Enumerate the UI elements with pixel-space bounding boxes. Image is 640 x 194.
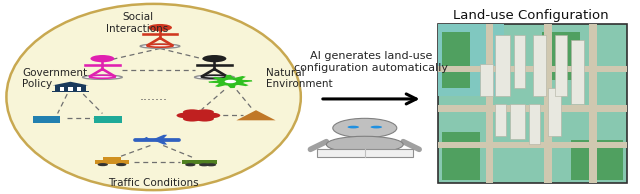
- Ellipse shape: [140, 44, 180, 48]
- Bar: [495, 104, 506, 136]
- Bar: [556, 35, 567, 96]
- Bar: [438, 24, 627, 183]
- Bar: [571, 40, 584, 104]
- Circle shape: [202, 55, 227, 62]
- Bar: [317, 149, 413, 157]
- Bar: [438, 24, 504, 96]
- Circle shape: [185, 163, 196, 166]
- Polygon shape: [152, 135, 167, 140]
- Circle shape: [196, 109, 214, 115]
- Ellipse shape: [333, 118, 397, 138]
- Circle shape: [206, 163, 216, 166]
- Bar: [442, 32, 470, 88]
- Ellipse shape: [202, 75, 227, 78]
- Bar: [529, 104, 540, 144]
- Circle shape: [183, 109, 201, 115]
- Bar: [480, 64, 493, 96]
- Bar: [486, 24, 493, 183]
- Bar: [442, 133, 480, 180]
- Ellipse shape: [83, 75, 122, 79]
- Text: .......: .......: [140, 89, 168, 103]
- Bar: [438, 142, 627, 148]
- Bar: [571, 140, 623, 180]
- Text: Natural
Environment: Natural Environment: [266, 68, 332, 89]
- Circle shape: [90, 55, 115, 62]
- Bar: [33, 116, 60, 123]
- Bar: [95, 160, 129, 164]
- Text: Land-use Configuration: Land-use Configuration: [453, 9, 609, 22]
- Bar: [510, 104, 525, 139]
- Circle shape: [199, 163, 209, 166]
- Bar: [542, 32, 580, 80]
- Ellipse shape: [195, 75, 234, 79]
- Polygon shape: [236, 110, 276, 120]
- Bar: [495, 35, 510, 96]
- Polygon shape: [152, 140, 167, 145]
- Bar: [548, 88, 561, 136]
- Bar: [52, 91, 89, 92]
- Text: Social
Interactions: Social Interactions: [106, 12, 169, 34]
- Text: AI generates land-use
configuration automatically: AI generates land-use configuration auto…: [294, 51, 448, 73]
- Polygon shape: [52, 82, 88, 85]
- Bar: [438, 105, 627, 112]
- Polygon shape: [209, 75, 252, 88]
- Circle shape: [97, 163, 108, 166]
- Circle shape: [202, 113, 220, 118]
- Polygon shape: [142, 137, 151, 140]
- Circle shape: [183, 116, 201, 122]
- Ellipse shape: [348, 126, 359, 128]
- Ellipse shape: [371, 126, 382, 128]
- Circle shape: [190, 113, 207, 118]
- Polygon shape: [33, 116, 60, 123]
- Bar: [544, 24, 552, 183]
- Ellipse shape: [326, 136, 403, 153]
- Bar: [438, 66, 627, 72]
- Bar: [60, 87, 64, 91]
- Circle shape: [196, 116, 214, 122]
- Ellipse shape: [6, 4, 301, 190]
- Bar: [103, 157, 121, 160]
- Circle shape: [116, 163, 127, 166]
- Bar: [514, 35, 525, 88]
- Bar: [94, 116, 122, 123]
- Bar: [68, 87, 72, 91]
- Bar: [182, 159, 205, 164]
- Circle shape: [148, 24, 172, 31]
- Circle shape: [177, 113, 195, 118]
- Bar: [532, 35, 546, 96]
- Bar: [589, 24, 597, 183]
- Ellipse shape: [90, 75, 115, 78]
- Text: Traffic Conditions: Traffic Conditions: [108, 178, 199, 188]
- Text: Government
Policy: Government Policy: [22, 68, 88, 89]
- Bar: [77, 87, 81, 91]
- Bar: [205, 160, 217, 164]
- Bar: [55, 85, 86, 92]
- Circle shape: [225, 80, 236, 83]
- Ellipse shape: [147, 44, 173, 47]
